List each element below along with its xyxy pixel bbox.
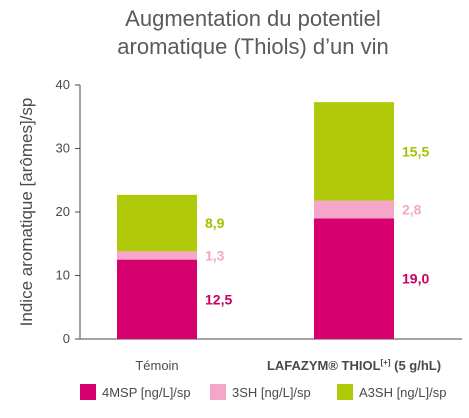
chart-title-line-2: aromatique (Thiols) d’un vin [117,34,388,59]
y-tick-label: 10 [56,268,70,283]
bar-segment [314,102,394,201]
x-tick-label-superscript: [+] [381,358,391,367]
data-labels: 12,5 1,3 8,9 19,0 2,8 15,5 [205,143,429,307]
x-tick-label-text: LAFAZYM® THIOL [267,358,381,373]
x-tick-label-suffix: (5 g/hL) [391,358,442,373]
legend-label: 4MSP [ng/L]/sp [102,385,191,400]
category-labels: Témoin LAFAZYM® THIOL[+] (5 g/hL) [135,358,441,373]
y-tick-label: 30 [56,141,70,156]
y-tick-label: 40 [56,77,70,92]
chart-title: Augmentation du potentiel aromatique (Th… [117,6,388,59]
legend-label: A3SH [ng/L]/sp [359,385,446,400]
bar-segment [117,194,197,252]
data-label: 1,3 [205,247,225,263]
bar-segment [117,251,197,260]
y-axis-label: Indice aromatique [arômes]/sp [17,98,36,327]
x-tick-label: Témoin [135,358,178,373]
data-label: 2,8 [402,201,422,217]
chart-title-line-1: Augmentation du potentiel [125,6,381,31]
x-tick-label-text: Témoin [135,358,178,373]
bar-segment [314,218,394,339]
y-tick-label: 0 [63,331,70,346]
legend-swatch [210,384,226,400]
data-label: 8,9 [205,215,225,231]
legend-swatch [80,384,96,400]
y-tick-label: 20 [56,204,70,219]
bar-segment [314,200,394,219]
data-label: 15,5 [402,143,429,159]
legend: 4MSP [ng/L]/sp 3SH [ng/L]/sp A3SH [ng/L]/s… [80,384,446,400]
data-label: 19,0 [402,271,429,287]
legend-label: 3SH [ng/L]/sp [232,385,311,400]
bars [117,102,394,339]
data-label: 12,5 [205,291,232,307]
legend-swatch [337,384,353,400]
x-tick-label: LAFAZYM® THIOL[+] (5 g/hL) [267,358,441,373]
bar-segment [117,259,197,339]
